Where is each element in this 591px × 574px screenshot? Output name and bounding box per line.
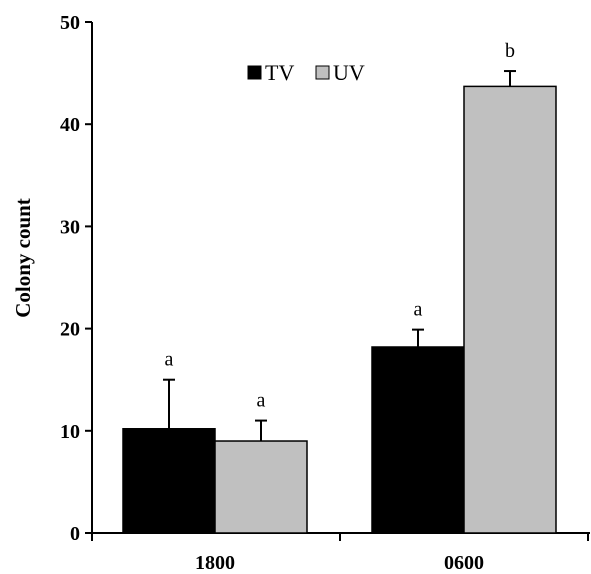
y-tick-label: 0	[70, 523, 80, 545]
significance-label: b	[505, 40, 515, 62]
y-axis: 0 10 20 30 40 50	[60, 12, 93, 545]
legend-label-tv: TV	[265, 60, 294, 85]
x-tick-label: 1800	[195, 552, 235, 574]
bar-uv-1800	[214, 440, 308, 534]
y-tick-label: 20	[60, 319, 80, 341]
y-tick-label: 50	[60, 12, 80, 34]
significance-label: a	[414, 299, 423, 321]
y-tick-label: 30	[60, 216, 80, 238]
legend-label-uv: UV	[333, 60, 365, 85]
x-axis: 1800 0600	[91, 532, 590, 574]
significance-label: a	[257, 390, 266, 412]
bar-uv-0600	[463, 85, 557, 534]
x-tick-label: 0600	[444, 552, 484, 574]
bar-tv-0600	[371, 346, 465, 534]
bars: a a a b	[122, 40, 557, 534]
y-tick-label: 40	[60, 114, 80, 136]
y-axis-title: Colony count	[11, 198, 35, 318]
legend-swatch-tv	[247, 65, 262, 80]
bar-tv-1800	[122, 428, 216, 534]
legend-swatch-uv	[315, 65, 330, 80]
y-tick-label: 10	[60, 421, 80, 443]
significance-label: a	[165, 349, 174, 371]
legend: TV UV	[247, 60, 365, 85]
